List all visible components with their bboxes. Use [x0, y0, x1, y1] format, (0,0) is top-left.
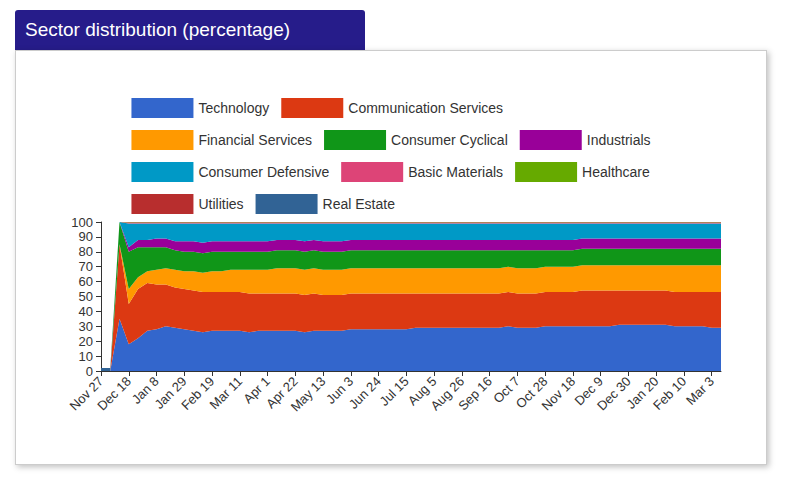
svg-text:Mar 11: Mar 11 — [207, 374, 246, 413]
svg-text:Dec 9: Dec 9 — [571, 373, 606, 409]
svg-text:Feb 19: Feb 19 — [178, 373, 218, 413]
svg-text:Jul 15: Jul 15 — [377, 374, 412, 409]
svg-text:Oct 7: Oct 7 — [490, 373, 523, 407]
svg-text:Consumer Defensive: Consumer Defensive — [198, 164, 329, 180]
svg-text:Dec 18: Dec 18 — [94, 374, 134, 414]
svg-text:May 13: May 13 — [288, 374, 329, 415]
svg-text:Aug 5: Aug 5 — [404, 373, 440, 409]
svg-text:Sep 16: Sep 16 — [455, 374, 495, 414]
svg-text:Nov 27: Nov 27 — [66, 373, 107, 414]
svg-text:100: 100 — [71, 215, 93, 230]
svg-text:Real Estate: Real Estate — [323, 196, 396, 212]
svg-text:70: 70 — [79, 259, 93, 274]
svg-text:Industrials: Industrials — [587, 132, 651, 148]
svg-text:Healthcare: Healthcare — [582, 164, 650, 180]
svg-text:Aug 26: Aug 26 — [427, 373, 468, 414]
svg-text:Technology: Technology — [198, 100, 269, 116]
svg-text:90: 90 — [79, 229, 93, 244]
svg-text:Jan 29: Jan 29 — [151, 373, 190, 412]
svg-text:Apr 1: Apr 1 — [240, 373, 273, 407]
svg-text:Jun 24: Jun 24 — [346, 374, 384, 412]
svg-text:60: 60 — [79, 274, 93, 289]
svg-text:Nov 18: Nov 18 — [539, 374, 579, 414]
svg-text:Jan 20: Jan 20 — [623, 373, 662, 412]
svg-text:Oct 28: Oct 28 — [512, 373, 551, 412]
svg-text:Jun 3: Jun 3 — [323, 373, 357, 407]
svg-text:50: 50 — [79, 289, 93, 304]
svg-text:Consumer Cyclical: Consumer Cyclical — [391, 132, 508, 148]
html-text:Sector distribution (percentag: Sector distribution (percentage) — [25, 19, 291, 40]
svg-text:Dec 30: Dec 30 — [594, 374, 634, 414]
svg-text:Apr 22: Apr 22 — [263, 373, 301, 412]
svg-text:30: 30 — [79, 319, 93, 334]
svg-text:Basic Materials: Basic Materials — [408, 164, 503, 180]
svg-text:Mar 3: Mar 3 — [683, 374, 717, 408]
svg-text:80: 80 — [79, 244, 93, 259]
svg-text:Feb 10: Feb 10 — [650, 374, 689, 413]
svg-text:Communication Services: Communication Services — [348, 100, 503, 116]
svg-text:10: 10 — [79, 349, 93, 364]
svg-text:Jan 8: Jan 8 — [128, 373, 162, 407]
svg-text:20: 20 — [79, 334, 93, 349]
svg-text:0: 0 — [85, 363, 93, 379]
svg-text:40: 40 — [79, 304, 93, 319]
svg-text:Utilities: Utilities — [198, 196, 243, 212]
svg-text:Financial Services: Financial Services — [198, 132, 312, 148]
